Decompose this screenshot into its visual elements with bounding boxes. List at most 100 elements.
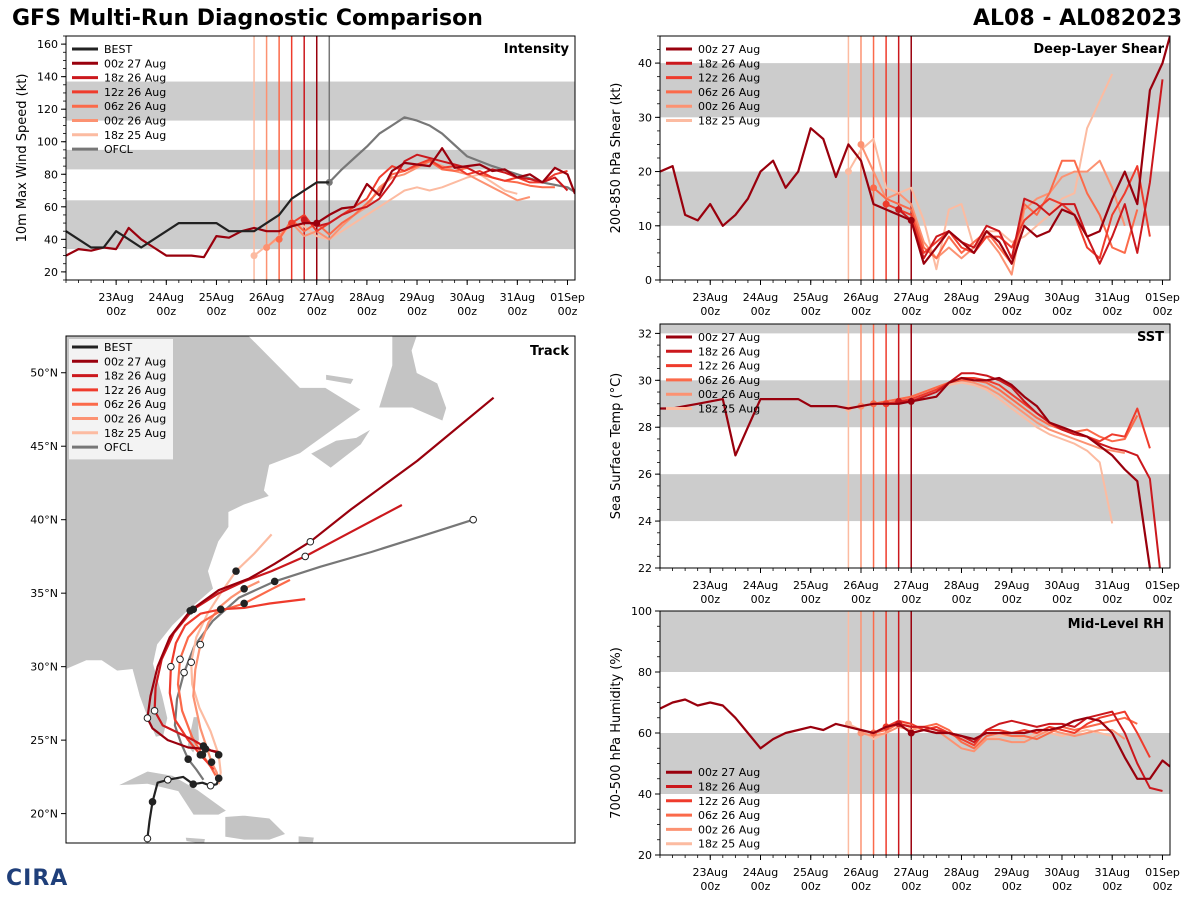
track-marker-18z-25-aug — [214, 751, 223, 759]
shear-band-1 — [660, 63, 1170, 118]
sst-xtick-label-01sep: 01Sep — [1145, 579, 1180, 592]
track-marker-best — [189, 780, 198, 789]
sst-band-2 — [660, 324, 1170, 334]
shear-legend-label-00z-27-aug: 00z 27 Aug — [698, 43, 760, 56]
intensity-init-marker-00z-26-aug — [263, 243, 271, 251]
sst-xtick-label-25aug: 25Aug — [793, 579, 828, 592]
shear-xtick-label-31aug: 31Aug — [1094, 291, 1129, 304]
sst-xtick-label-hour: 00z — [1102, 593, 1122, 606]
intensity-xtick-label-hour: 00z — [207, 305, 227, 318]
shear-legend-label-12z-26-aug: 12z 26 Aug — [698, 72, 760, 85]
shear-xtick-label-27aug: 27Aug — [893, 291, 928, 304]
track-legend-label-best: BEST — [104, 341, 132, 354]
track-ytick-label-45: 45°N — [30, 440, 58, 453]
sst-series-06z-26-aug — [873, 379, 1139, 443]
sst-ytick-label-30: 30 — [638, 374, 652, 387]
intensity-legend-label-best: BEST — [104, 43, 132, 56]
sst-panel-title: SST — [1137, 330, 1164, 345]
shear-xtick-label-hour: 00z — [1052, 305, 1072, 318]
track-marker-18z-25-aug — [187, 658, 196, 667]
shear-ytick-label-30: 30 — [638, 111, 652, 124]
shear-init-marker-18z-25-aug — [844, 168, 852, 176]
intensity-init-marker-00z-27-aug — [313, 219, 321, 227]
rh-xtick-label-hour: 00z — [700, 880, 720, 893]
intensity-legend-label-ofcl: OFCL — [104, 143, 134, 156]
track-marker-ofcl — [184, 755, 192, 764]
rh-xtick-label-24aug: 24Aug — [743, 866, 778, 879]
intensity-series-18z-26-aug — [303, 153, 569, 228]
shear-xtick-label-26aug: 26Aug — [843, 291, 878, 304]
intensity-series-00z-26-aug — [265, 160, 531, 249]
sst-series-12z-26-aug — [885, 377, 1151, 449]
sst-xtick-label-hour: 00z — [952, 593, 972, 606]
track-marker-00z-26-aug — [240, 584, 248, 593]
rh-xtick-label-hour: 00z — [801, 880, 821, 893]
shear-series-18z-26-aug — [898, 79, 1164, 265]
intensity-ylabel: 10m Max Wind Speed (kt) — [15, 74, 30, 243]
shear-xtick-label-hour: 00z — [1153, 305, 1173, 318]
intensity-xtick-label-24aug: 24Aug — [149, 291, 184, 304]
sst-xtick-label-hour: 00z — [1153, 593, 1173, 606]
intensity-xtick-label-hour: 00z — [257, 305, 277, 318]
track-series-12z-26-aug — [168, 598, 306, 771]
intensity-xtick-label-28aug: 28Aug — [349, 291, 384, 304]
puerto-rico-land — [297, 835, 315, 843]
storm-id-title: AL08 - AL082023 — [973, 6, 1182, 31]
nova-scotia-land — [309, 428, 372, 469]
rh-band-0 — [660, 733, 1170, 794]
intensity-series-best — [66, 181, 330, 249]
shear-xtick-label-hour: 00z — [901, 305, 921, 318]
shear-xtick-label-23aug: 23Aug — [693, 291, 728, 304]
sst-legend-label-00z-27-aug: 00z 27 Aug — [698, 331, 760, 344]
track-marker-06z-26-aug — [176, 655, 184, 664]
newfoundland-land — [377, 336, 448, 422]
track-marker-00z-27-aug — [201, 745, 210, 753]
track-marker-18z-25-aug — [232, 567, 240, 575]
rh-legend-label-12z-26-aug: 12z 26 Aug — [698, 795, 760, 808]
track-marker-best — [206, 781, 215, 790]
intensity-ytick-label-40: 40 — [44, 233, 58, 246]
track-ytick-label-35: 35°N — [30, 587, 58, 600]
rh-panel: 2040608010023Aug00z24Aug00z25Aug00z26Aug… — [609, 605, 1180, 893]
rh-xtick-label-hour: 00z — [1102, 880, 1122, 893]
track-marker-best — [143, 834, 152, 843]
sst-xtick-label-29aug: 29Aug — [994, 579, 1029, 592]
shear-xtick-label-29aug: 29Aug — [994, 291, 1029, 304]
track-legend-label-18z-26-aug: 18z 26 Aug — [104, 370, 166, 383]
intensity-ytick-label-160: 160 — [37, 38, 58, 51]
sst-xtick-label-hour: 00z — [801, 593, 821, 606]
track-ytick-label-20: 20°N — [30, 808, 58, 821]
intensity-series-06z-26-aug — [278, 160, 555, 240]
rh-legend-label-06z-26-aug: 06z 26 Aug — [698, 809, 760, 822]
intensity-xtick-label-25aug: 25Aug — [199, 291, 234, 304]
intensity-legend-label-18z-25-aug: 18z 25 Aug — [104, 129, 166, 142]
sst-xtick-label-hour: 00z — [1002, 593, 1022, 606]
track-marker-ofcl — [270, 577, 279, 586]
sst-frame — [659, 323, 1171, 569]
track-marker-18z-26-aug — [301, 552, 310, 561]
sst-band-0 — [660, 474, 1170, 522]
track-ytick-label-30: 30°N — [30, 661, 58, 674]
shear-panel: 01020304023Aug00z24Aug00z25Aug00z26Aug00… — [609, 35, 1180, 318]
shear-init-marker-12z-26-aug — [882, 200, 890, 208]
sst-xtick-label-27aug: 27Aug — [893, 579, 928, 592]
intensity-legend-label-18z-26-aug: 18z 26 Aug — [104, 72, 166, 85]
track-legend-background — [69, 339, 173, 460]
rh-xtick-label-hour: 00z — [952, 880, 972, 893]
rh-series-18z-26-aug — [898, 710, 1163, 792]
shear-series-00z-26-aug — [860, 143, 1126, 276]
rh-ytick-label-60: 60 — [638, 727, 652, 740]
sst-ytick-label-22: 22 — [638, 562, 652, 575]
track-marker-00z-26-aug — [196, 640, 205, 649]
track-marker-ofcl — [180, 668, 188, 677]
sst-ytick-label-24: 24 — [638, 515, 652, 528]
shear-xtick-label-hour: 00z — [801, 305, 821, 318]
rh-xtick-label-28aug: 28Aug — [944, 866, 979, 879]
shear-legend-label-06z-26-aug: 06z 26 Aug — [698, 86, 760, 99]
sst-ytick-label-26: 26 — [638, 468, 652, 481]
sst-legend-label-18z-25-aug: 18z 25 Aug — [698, 403, 760, 416]
intensity-ytick-label-140: 140 — [37, 71, 58, 84]
shear-plot-area — [660, 36, 1170, 280]
sst-panel: 22242628303223Aug00z24Aug00z25Aug00z26Au… — [609, 323, 1180, 606]
